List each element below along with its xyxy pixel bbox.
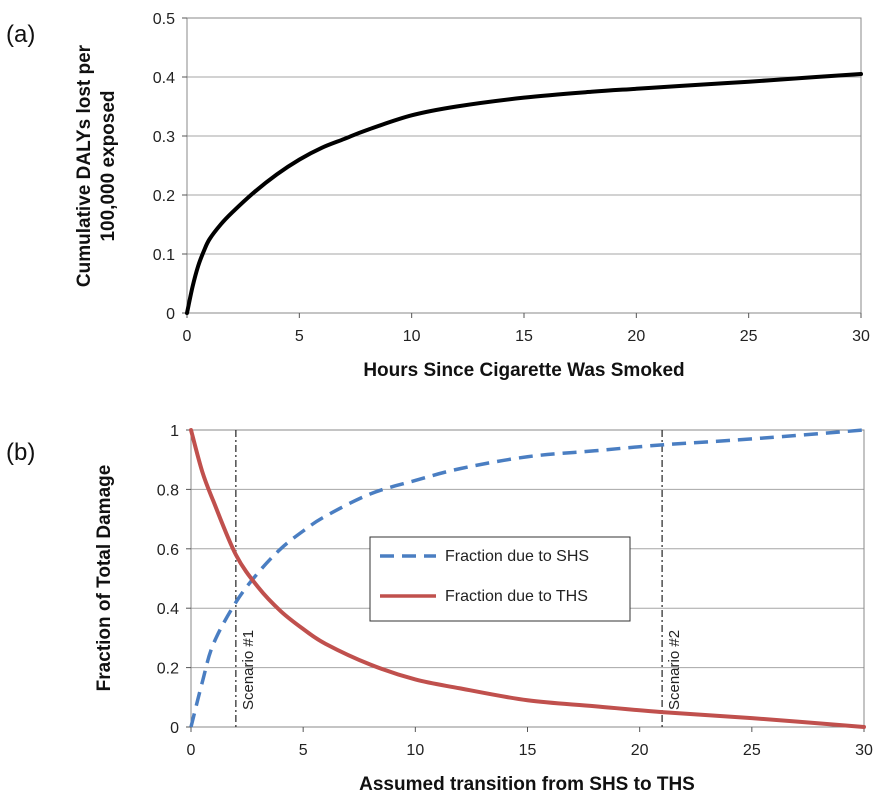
y-tick-label-a-1: 0.1: [153, 247, 175, 264]
y-tick-label-a-2: 0.2: [153, 188, 175, 205]
y-tick-label-a-4: 0.4: [153, 70, 175, 87]
x-tick-label-b-3: 15: [519, 742, 537, 759]
series-line-b-0: [189, 428, 865, 728]
y-ticks-a: 0 0.1 0.2 0.3 0.4 0.5: [153, 11, 187, 323]
y-axis-title-a-line2: 100,000 exposed: [98, 90, 119, 241]
y-tick-label-b-5: 1: [170, 423, 179, 440]
x-tick-label-a-6: 30: [852, 328, 870, 345]
reference-label-1: Scenario #1: [240, 630, 257, 710]
series-line-b-1: [189, 428, 866, 729]
x-tick-label-a-5: 25: [740, 328, 758, 345]
y-tick-label-a-0: 0: [166, 306, 175, 323]
x-tick-label-a-0: 0: [183, 328, 192, 345]
legend-label-ths: Fraction due to THS: [445, 588, 588, 605]
y-tick-label-b-0: 0: [170, 720, 179, 737]
y-tick-label-a-5: 0.5: [153, 11, 175, 28]
x-tick-label-b-6: 30: [855, 742, 873, 759]
x-tick-label-a-3: 15: [515, 328, 533, 345]
y-axis-title-a-line1: Cumulative DALYs lost per: [74, 44, 95, 287]
y-axis-title-b: Fraction of Total Damage: [94, 465, 115, 692]
grid-a: [187, 76, 861, 255]
y-tick-label-b-4: 0.8: [157, 482, 179, 499]
legend-b: Fraction due to SHS Fraction due to THS: [369, 536, 631, 622]
series-group-b: [189, 428, 866, 729]
x-tick-label-b-1: 5: [299, 742, 308, 759]
x-tick-label-a-4: 20: [627, 328, 645, 345]
x-tick-label-b-4: 20: [631, 742, 649, 759]
y-tick-label-a-3: 0.3: [153, 129, 175, 146]
x-axis-title-a: Hours Since Cigarette Was Smoked: [363, 360, 684, 381]
legend-label-shs: Fraction due to SHS: [445, 548, 589, 565]
series-line-a-0: [185, 72, 863, 315]
y-tick-label-b-1: 0.2: [157, 661, 179, 678]
panel-label-b: (b): [6, 439, 35, 466]
x-axis-title-b: Assumed transition from SHS to THS: [359, 774, 695, 795]
x-tick-label-a-2: 10: [403, 328, 421, 345]
series-group-a: [185, 72, 863, 315]
x-ticks-b: 0 5 10 15 20 25 30: [187, 727, 873, 759]
y-ticks-b: 0 0.2 0.4 0.6 0.8 1: [157, 423, 191, 737]
reference-lines-b: Scenario #1 Scenario #2: [235, 430, 683, 727]
y-tick-label-b-2: 0.4: [157, 601, 179, 618]
x-tick-label-a-1: 5: [295, 328, 304, 345]
reference-label-2: Scenario #2: [666, 630, 683, 710]
x-ticks-a: 0 5 10 15 20 25 30: [183, 313, 870, 345]
panel-label-a: (a): [6, 21, 35, 48]
x-tick-label-b-2: 10: [406, 742, 424, 759]
legend-box: [369, 536, 631, 622]
x-tick-label-b-5: 25: [743, 742, 761, 759]
y-tick-label-b-3: 0.6: [157, 542, 179, 559]
x-tick-label-b-0: 0: [187, 742, 196, 759]
panel-a: (a) 0 0.1 0.2 0.3 0.4 0.5 0 5 10 15 20 25 30 Hours …: [6, 11, 870, 381]
panel-b: (b) Scenario #1 Scenario #2 0 0.2 0.4 0.6 0.8…: [6, 423, 873, 795]
